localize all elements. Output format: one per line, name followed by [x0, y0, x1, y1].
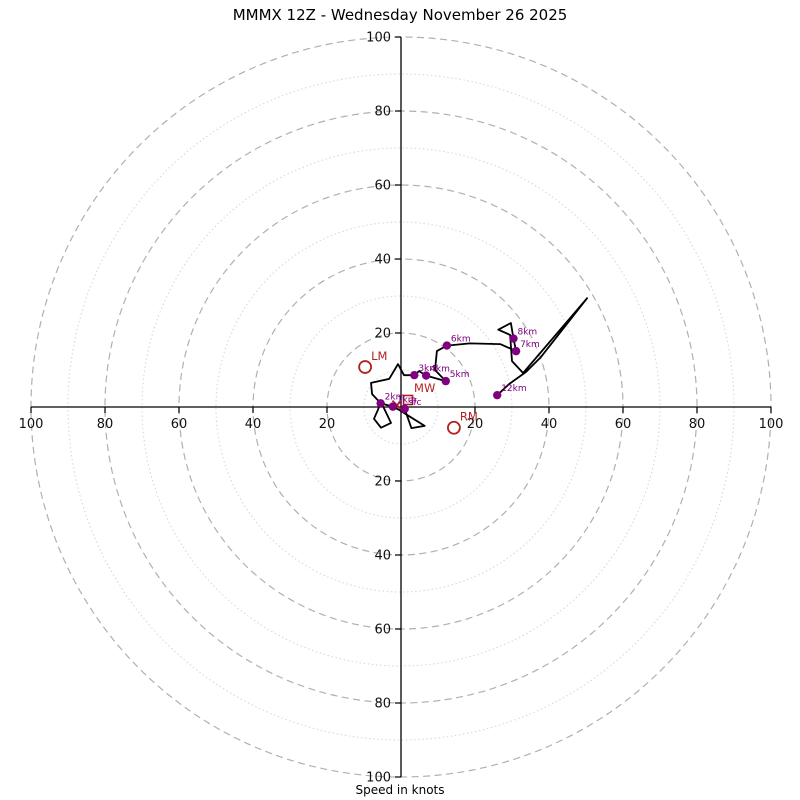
y-axis-tick-label-40-bottom: 40 [374, 549, 391, 564]
height-dot-2km [376, 399, 385, 408]
height-label-8km: 8km [517, 328, 537, 338]
x-axis-label: Speed in knots [355, 783, 445, 797]
height-dot-6km [442, 341, 452, 350]
y-axis-tick-label-100-bottom: 100 [366, 771, 391, 786]
y-axis-tick-label-80-bottom: 80 [374, 697, 391, 712]
height-dot-8km [509, 334, 518, 343]
y-axis-tick-label-80-top: 80 [374, 105, 391, 120]
x-axis-tick-label-80-left: 80 [97, 417, 114, 432]
storm-marker-label-mw: MW [414, 381, 435, 395]
height-dot-sfc [400, 404, 409, 414]
height-label-4km: 4km [430, 365, 450, 375]
y-axis-tick-label-100-top: 100 [366, 31, 391, 46]
x-axis-tick-label-20-right: 20 [467, 417, 484, 432]
height-label-6km: 6km [451, 335, 471, 345]
height-dot-7km [511, 346, 521, 356]
x-axis-tick-label-100-left: 100 [19, 417, 44, 432]
height-label-sfc: sfc [409, 398, 422, 408]
height-dot-3km [410, 370, 419, 380]
y-axis-tick-label-40-top: 40 [374, 253, 391, 268]
storm-marker-rm-icon [447, 420, 461, 435]
storm-marker-label-lm: LM [371, 349, 387, 363]
y-axis-tick-label-20-bottom: 20 [374, 475, 391, 490]
y-axis-tick-label-60-top: 60 [374, 179, 391, 194]
height-dot-12km [493, 390, 502, 400]
y-axis-tick-label-20-top: 20 [374, 327, 391, 342]
x-axis-tick-label-40-left: 40 [245, 417, 262, 432]
storm-marker-lm-icon [358, 360, 373, 374]
storm-marker-mw-icon [402, 394, 414, 406]
height-label-7km: 7km [520, 340, 540, 350]
height-dot-4km [421, 371, 431, 380]
x-axis-tick-label-60-right: 60 [615, 417, 632, 432]
x-axis-tick-label-20-left: 20 [319, 417, 336, 432]
height-dot-5km [441, 376, 450, 386]
storm-marker-label-rm: RM [460, 410, 478, 424]
height-label-2km: 2km [385, 392, 405, 402]
x-axis-tick-label-100-right: 100 [759, 417, 784, 432]
y-axis-tick-label-60-bottom: 60 [374, 623, 391, 638]
height-label-5km: 5km [450, 370, 470, 380]
chart-title: MMMX 12Z - Wednesday November 26 2025 [232, 6, 568, 24]
x-axis-tick-label-60-left: 60 [171, 417, 188, 432]
height-label-1km: 1km [397, 396, 417, 406]
x-axis-tick-label-40-right: 40 [541, 417, 558, 432]
height-dot-1km [388, 402, 398, 411]
x-axis-tick-label-80-right: 80 [689, 417, 706, 432]
height-label-3km: 3km [418, 364, 438, 374]
height-label-12km: 12km [501, 384, 526, 394]
